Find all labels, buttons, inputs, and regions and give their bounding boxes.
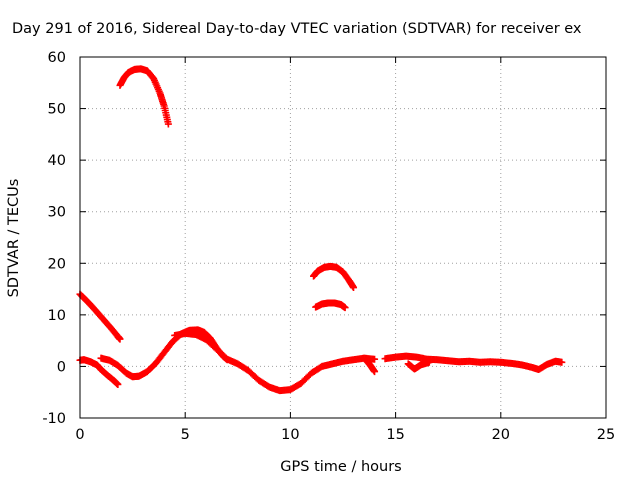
data-point (425, 358, 433, 366)
x-tick-label: 10 (281, 427, 299, 443)
data-point (341, 304, 349, 312)
data-point (116, 335, 124, 343)
series-arc-high (116, 65, 172, 128)
y-tick-label: 50 (48, 102, 66, 118)
x-tick-label: 5 (181, 427, 190, 443)
data-point (114, 380, 122, 388)
y-axis-label: SDTVAR / TECUs (6, 179, 22, 298)
axis-ticks (79, 56, 607, 419)
y-tick-label: 40 (48, 153, 66, 169)
y-tick-label: 30 (48, 205, 66, 221)
series-arc-noon-upper (310, 262, 358, 292)
data-point (558, 358, 566, 366)
y-tick-label: -10 (42, 411, 66, 427)
y-tick-label: 10 (48, 308, 66, 324)
series-arc-noon-lower (312, 299, 349, 312)
x-tick-label: 25 (597, 427, 615, 443)
y-tick-label: 60 (48, 50, 66, 66)
series-arc-decay-start (76, 290, 124, 343)
x-axis-label: GPS time / hours (280, 459, 401, 475)
series-arc-flat-late (381, 352, 566, 374)
x-tick-labels: 0 5 10 15 20 25 (75, 427, 615, 443)
chart-title: Day 291 of 2016, Sidereal Day-to-day VTE… (12, 21, 582, 37)
x-tick-label: 20 (492, 427, 510, 443)
data-point (371, 368, 379, 376)
x-tick-label: 15 (386, 427, 404, 443)
series-arc-flat-dip (404, 358, 433, 373)
data-point (164, 120, 172, 128)
x-tick-label: 0 (75, 427, 84, 443)
grid-lines (80, 57, 606, 418)
plot-frame (79, 56, 607, 419)
data-points (76, 65, 566, 395)
series-arc-evening (171, 329, 379, 395)
series-arc-flat-mid (362, 356, 379, 376)
data-point (371, 355, 379, 363)
data-point (350, 284, 358, 292)
y-tick-label: 0 (57, 359, 66, 375)
series-arc-low-start (76, 356, 122, 388)
y-tick-label: 20 (48, 256, 66, 272)
y-tick-labels: -10 0 10 20 30 40 50 60 (42, 50, 66, 427)
